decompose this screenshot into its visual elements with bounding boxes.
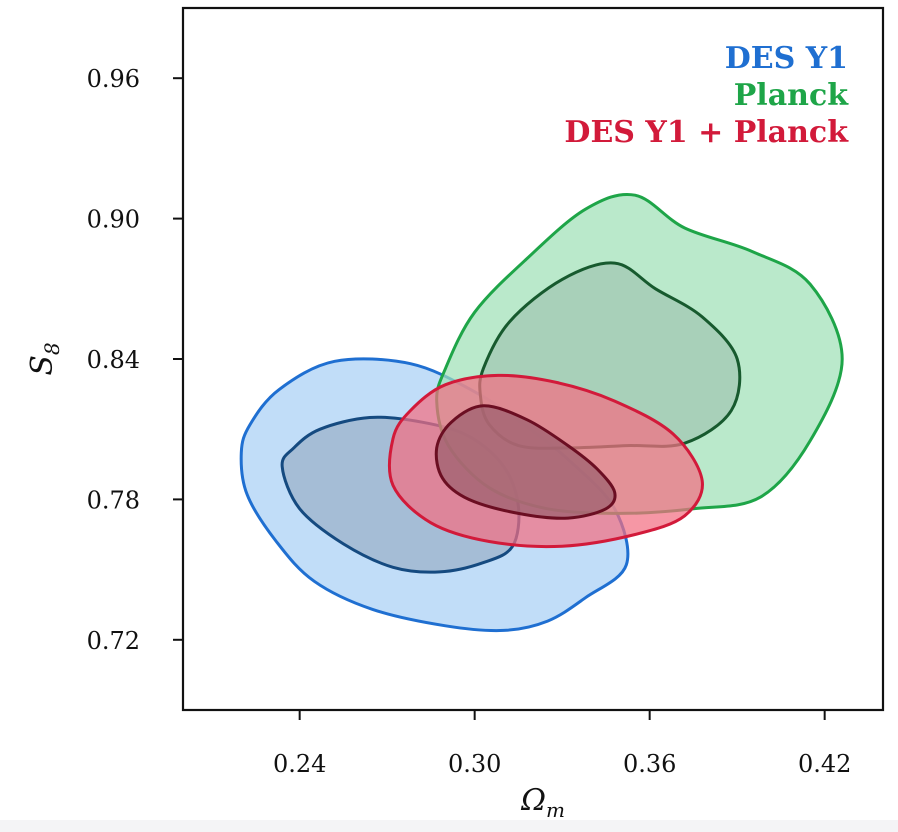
legend-entry-1: Planck	[734, 78, 849, 113]
y-tick-label-0: 0.72	[87, 627, 140, 655]
legend-entry-2: DES Y1 + Planck	[564, 115, 849, 150]
x-tick-label-3: 0.42	[798, 750, 851, 778]
x-tick-label-0: 0.24	[273, 750, 326, 778]
x-tick-label-1: 0.30	[448, 750, 501, 778]
y-tick-label-1: 0.78	[87, 486, 140, 514]
bottom-strip	[0, 820, 898, 832]
series-2	[387, 373, 704, 549]
axes: 0.24 0.30 0.36 0.42 0.72 0.78 0.84 0.90 0.96	[87, 6, 885, 778]
y-tick-label-3: 0.90	[87, 206, 140, 234]
axis-labels: Ωm S8	[25, 342, 565, 820]
x-axis-label: Ωm	[520, 783, 565, 820]
contour-layer	[239, 192, 844, 633]
y-axis-label: S8	[25, 342, 64, 375]
legend-entry-0: DES Y1	[725, 41, 848, 76]
y-tick-label-2: 0.84	[87, 346, 140, 374]
x-tick-label-2: 0.36	[623, 750, 676, 778]
y-tick-label-4: 0.96	[87, 65, 140, 93]
contour-inner-2	[434, 404, 617, 520]
